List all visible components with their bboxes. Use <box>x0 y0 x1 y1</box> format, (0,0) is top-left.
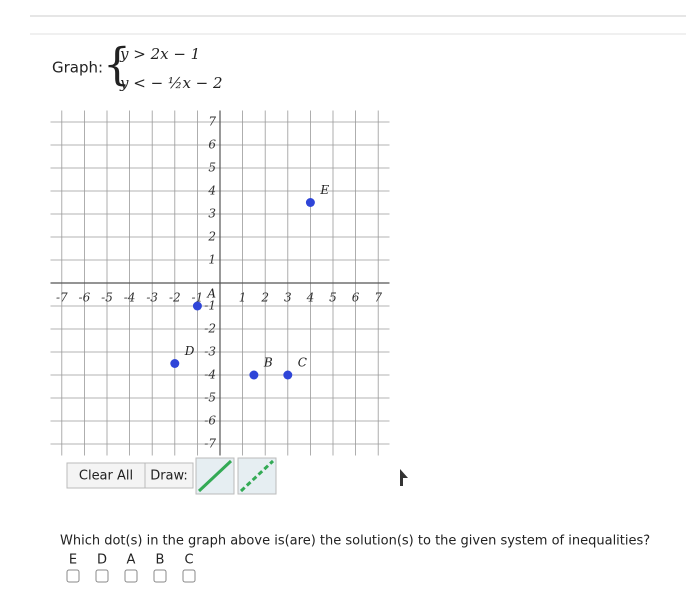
tool-icon <box>197 459 233 493</box>
x-tick-label: 5 <box>329 291 337 305</box>
y-tick-label: 1 <box>208 253 216 267</box>
point[interactable] <box>283 370 293 380</box>
coordinate-grid[interactable]: -7 -6 -5 -4 -3 -2 -1 1 2 3 4 5 6 77654321-1-2-3-4-5-6… <box>50 110 390 456</box>
x-tick-label: 1 <box>239 291 247 305</box>
choice-label: E <box>69 553 77 568</box>
inequality: y > 2x − 1 <box>119 45 200 63</box>
inequality: y < − ½x − 2 <box>119 74 223 92</box>
x-tick-label: -3 <box>146 291 158 305</box>
brace: { <box>103 40 131 91</box>
y-tick-label: -7 <box>204 437 216 451</box>
graph-label: Graph: <box>52 59 103 77</box>
cursor <box>400 469 408 486</box>
y-tick-label: 4 <box>207 184 216 198</box>
point[interactable] <box>170 359 180 368</box>
y-tick-label: 7 <box>208 115 216 129</box>
checkbox[interactable] <box>95 569 109 583</box>
checkbox[interactable] <box>124 569 138 583</box>
point-label: B <box>263 356 273 370</box>
draw-label: Draw: <box>150 469 188 484</box>
x-tick-label: -5 <box>101 291 113 305</box>
x-tick-label: 2 <box>260 291 269 305</box>
y-tick-label: -2 <box>204 322 216 336</box>
draw-label-box <box>144 462 194 489</box>
checkbox[interactable] <box>153 569 167 583</box>
x-tick-label: 7 <box>374 291 382 305</box>
point-label: C <box>298 356 307 370</box>
x-tick-label: -4 <box>124 291 136 305</box>
x-tick-label: 4 <box>306 291 315 305</box>
y-tick-label: -3 <box>204 345 216 359</box>
checkbox[interactable] <box>182 569 196 583</box>
x-tick-label: -1 <box>192 291 204 305</box>
point[interactable] <box>249 370 259 380</box>
point-label: D <box>184 344 195 358</box>
choice-label: D <box>97 553 107 568</box>
y-tick-label: 3 <box>208 207 216 221</box>
y-tick-label: 6 <box>208 138 216 152</box>
x-tick-label: 6 <box>352 291 360 305</box>
tool-icon <box>239 459 275 493</box>
x-tick-label: -7 <box>56 291 68 305</box>
y-tick-label: 2 <box>207 230 216 244</box>
y-tick-label: -5 <box>204 391 216 405</box>
y-tick-label: -1 <box>204 299 216 313</box>
checkbox[interactable] <box>66 569 80 583</box>
point-label: A <box>206 287 216 301</box>
prompt: Which dot(s) in the graph above is(are) … <box>60 534 650 549</box>
y-tick-label: -4 <box>204 368 216 382</box>
y-tick-label: 5 <box>208 161 216 175</box>
choice-label: B <box>156 553 165 568</box>
clear-button-label[interactable]: Clear All <box>79 469 133 484</box>
x-tick-label: -6 <box>79 291 91 305</box>
point-label: E <box>319 183 329 197</box>
y-tick-label: -6 <box>204 414 216 428</box>
choice-label: C <box>184 553 193 568</box>
choice-label: A <box>127 553 136 568</box>
x-tick-label: -2 <box>169 291 181 305</box>
x-tick-label: 3 <box>284 291 292 305</box>
point[interactable] <box>305 198 315 207</box>
point[interactable] <box>192 301 202 311</box>
